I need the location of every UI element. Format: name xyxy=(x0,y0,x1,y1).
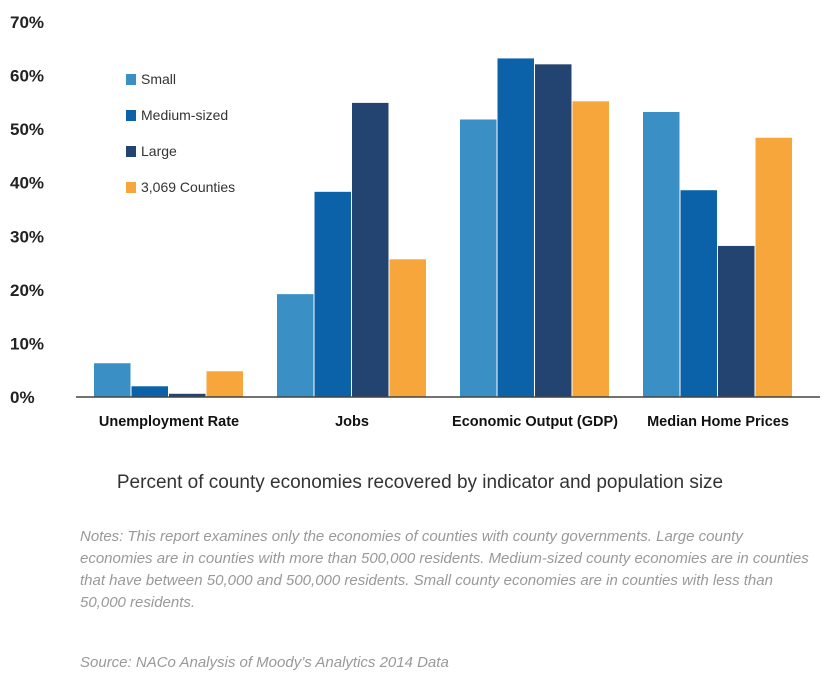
bar-3-069-counties-1 xyxy=(389,259,426,397)
legend-label: Small xyxy=(141,71,176,87)
y-axis-ticks: 0% 10% 20% 30% 40% 50% 60% 70% xyxy=(10,13,44,407)
notes-text: Notes: This report examines only the eco… xyxy=(80,528,809,611)
bar-large-0 xyxy=(169,393,206,397)
bar-medium-sized-1 xyxy=(314,191,351,397)
bar-small-0 xyxy=(94,363,131,397)
y-tick-label: 0% xyxy=(10,388,35,407)
bar-small-3 xyxy=(643,112,680,397)
y-tick-label: 30% xyxy=(10,227,44,246)
bar-small-1 xyxy=(277,294,314,397)
bar-medium-sized-3 xyxy=(680,190,717,397)
bar-chart: 0% 10% 20% 30% 40% 50% 60% 70% Unemployment Rat… xyxy=(10,13,820,430)
category-label: Median Home Prices xyxy=(647,414,789,430)
legend-label: Large xyxy=(141,143,177,159)
y-tick-label: 50% xyxy=(10,120,44,139)
y-tick-label: 60% xyxy=(10,67,44,86)
category-label: Jobs xyxy=(335,414,369,430)
y-tick-label: 70% xyxy=(10,13,44,32)
category-labels: Unemployment Rate Jobs Economic Output (GD… xyxy=(99,414,789,430)
bar-medium-sized-0 xyxy=(131,386,168,397)
legend-label: 3,069 Counties xyxy=(141,179,235,195)
category-label: Unemployment Rate xyxy=(99,414,239,430)
chart-caption: Percent of county economies recovered by… xyxy=(116,472,724,493)
bar-3-069-counties-0 xyxy=(206,371,243,397)
legend-label: Medium-sized xyxy=(141,107,228,123)
bar-3-069-counties-3 xyxy=(755,137,792,397)
category-label: Economic Output (GDP) xyxy=(452,414,618,430)
bar-large-2 xyxy=(535,64,572,398)
y-tick-label: 40% xyxy=(10,174,44,193)
bars xyxy=(94,58,792,398)
legend-swatch xyxy=(126,74,136,85)
y-tick-label: 20% xyxy=(10,281,44,300)
bar-3-069-counties-2 xyxy=(572,101,609,398)
bar-small-2 xyxy=(460,119,497,397)
source-text: Source: NACo Analysis of Moody’s Analyti… xyxy=(80,654,449,671)
bar-medium-sized-2 xyxy=(497,58,534,398)
bar-large-3 xyxy=(718,245,755,397)
legend-swatch xyxy=(126,182,136,193)
legend: Small Medium-sized Large 3,069 Counties xyxy=(126,71,235,195)
y-tick-label: 10% xyxy=(10,334,44,353)
legend-swatch xyxy=(126,146,136,157)
bar-large-1 xyxy=(352,102,389,398)
legend-swatch xyxy=(126,110,136,121)
